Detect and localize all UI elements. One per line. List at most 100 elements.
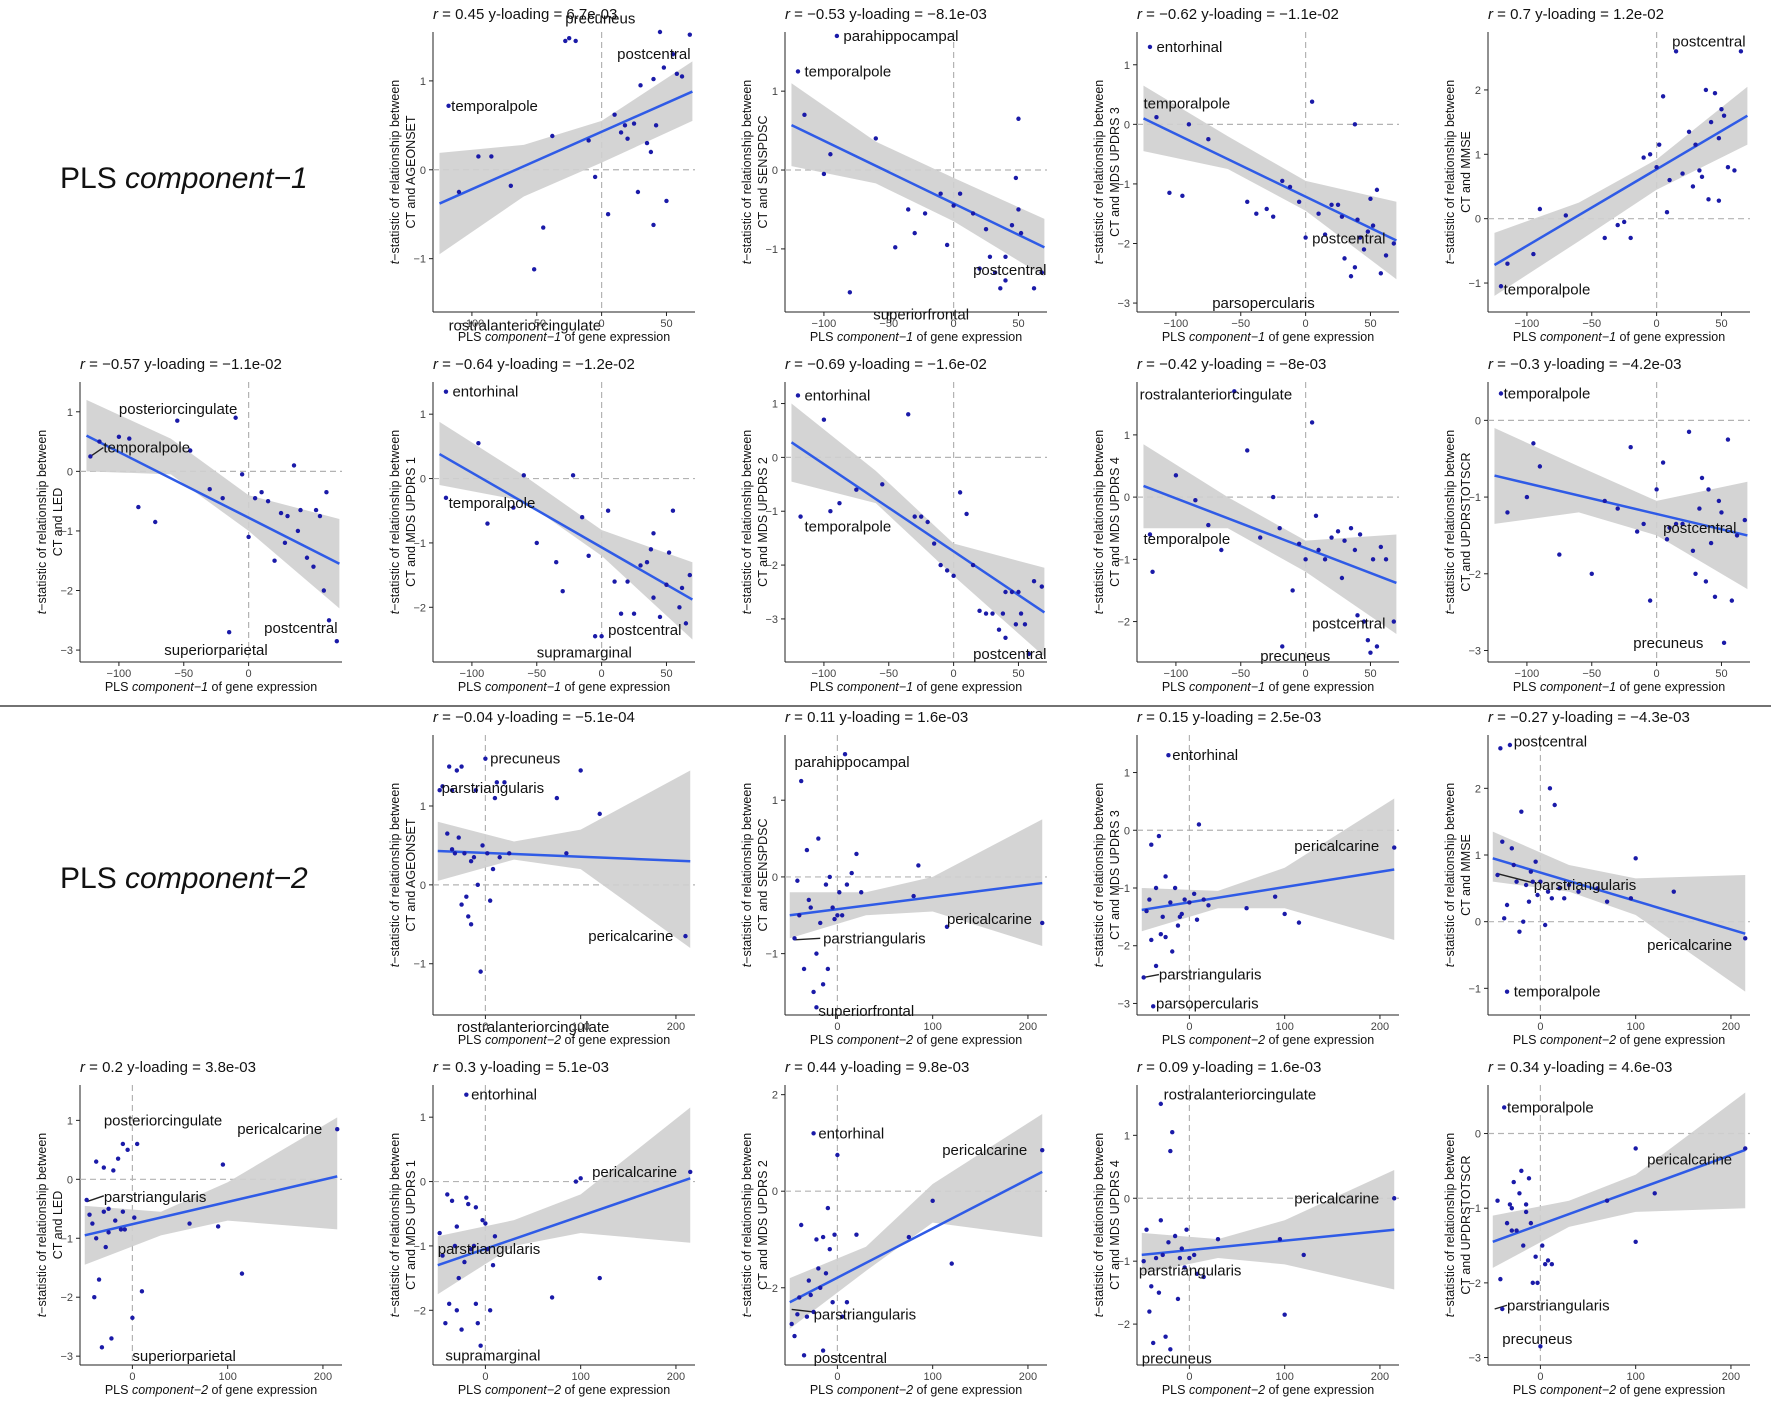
data-point: [1158, 931, 1164, 937]
r-value: = −0.64 y-loading = −1.2e-02: [438, 356, 635, 373]
x-tick-label: 0: [482, 1021, 488, 1033]
x-axis-label-pre: PLS: [458, 1383, 485, 1397]
data-point: [811, 989, 816, 995]
r-value: = −0.04 y-loading = −5.1e-04: [438, 709, 635, 726]
r-symbol: r: [433, 1059, 439, 1076]
x-tick-label: −50: [527, 668, 546, 680]
region-label: entorhinal: [452, 384, 518, 401]
data-point: [931, 541, 937, 546]
x-axis-label-component: component−2: [1540, 1033, 1616, 1047]
region-label: postcentral: [814, 1350, 887, 1367]
data-point: [922, 211, 928, 216]
data-point: [930, 1198, 935, 1204]
data-point: [1179, 1246, 1184, 1251]
data-point: [233, 415, 238, 420]
y-axis-label-1: t−statistic of relationship between: [740, 783, 754, 968]
data-point: [797, 913, 802, 918]
data-point: [1528, 1220, 1534, 1226]
region-label: temporalpole: [451, 98, 538, 115]
data-point: [443, 389, 449, 394]
y-axis-label-rest: −statistic of relationship between: [740, 783, 754, 964]
data-point: [1163, 1334, 1168, 1339]
r-symbol: r: [1488, 6, 1494, 23]
data-point: [246, 534, 251, 540]
data-point: [1530, 1280, 1535, 1286]
data-point: [683, 621, 689, 626]
x-tick-label: 200: [1722, 1371, 1740, 1383]
data-point: [1245, 448, 1250, 453]
region-label: postcentral: [973, 262, 1046, 279]
data-point: [1179, 911, 1184, 917]
y-axis-label-t: t: [1443, 610, 1457, 614]
data-point: [1495, 872, 1500, 878]
scatter-panel: r = −0.62 y-loading = −1.1e-02 entorhinal…: [1092, 6, 1399, 344]
data-point: [1498, 284, 1504, 289]
scatter-panel: r = 0.7 y-loading = 1.2e-02 postcentral te…: [1443, 6, 1750, 344]
x-axis-label: PLS component−2 of gene expression: [810, 1033, 1022, 1047]
data-point: [502, 780, 507, 785]
data-point: [101, 1209, 107, 1214]
x-tick-label: 0: [599, 318, 605, 330]
label-leader-line: [791, 1308, 814, 1313]
y-tick-label: −1: [413, 959, 426, 971]
data-point: [996, 627, 1002, 632]
data-point: [957, 490, 963, 495]
x-tick-label: 100: [1626, 1021, 1644, 1033]
data-point: [1150, 1004, 1156, 1009]
data-point: [531, 267, 537, 272]
x-tick-label: −100: [812, 668, 837, 680]
data-point: [1712, 90, 1718, 96]
data-point: [291, 463, 297, 468]
data-point: [220, 1162, 226, 1167]
data-point: [821, 417, 827, 422]
data-point: [827, 874, 832, 880]
data-point: [489, 154, 494, 159]
data-point: [1504, 989, 1510, 994]
data-point: [820, 982, 826, 987]
data-point: [1355, 217, 1360, 222]
data-point: [830, 905, 835, 910]
y-tick-label: 2: [772, 1090, 778, 1102]
y-axis-label-1: t−statistic of relationship between: [740, 1133, 754, 1318]
label-leader-line: [1143, 973, 1160, 979]
y-tick-label: 1: [772, 399, 778, 411]
data-point: [1563, 213, 1569, 218]
data-point: [476, 440, 481, 446]
data-point: [977, 266, 982, 271]
data-point: [578, 1176, 583, 1181]
data-point: [473, 1301, 479, 1307]
regression-line: [790, 123, 1045, 249]
data-point: [1147, 532, 1153, 537]
data-point: [1348, 274, 1354, 279]
data-point: [507, 851, 512, 856]
data-point: [1673, 49, 1679, 54]
data-point: [938, 562, 943, 568]
data-point: [1313, 513, 1319, 518]
y-axis-label-t: t: [740, 260, 754, 264]
r-symbol: r: [1137, 709, 1143, 726]
data-point: [1589, 571, 1594, 576]
r-value: = −0.3 y-loading = −4.2e-03: [1493, 356, 1681, 373]
y-axis-label-rest: −statistic of relationship between: [388, 80, 402, 261]
data-point: [1277, 1236, 1283, 1242]
data-point: [1511, 862, 1516, 868]
data-point: [622, 123, 628, 128]
x-axis-label: PLS component−2 of gene expression: [1513, 1033, 1725, 1047]
x-axis-label: PLS component−1 of gene expression: [105, 680, 317, 694]
data-point: [446, 764, 452, 769]
region-label: parsopercularis: [1156, 995, 1259, 1012]
scatter-panel: r = 0.15 y-loading = 2.5e-03 entorhinal pe…: [1092, 709, 1399, 1047]
y-axis-label-rest: −statistic of relationship between: [388, 1133, 402, 1314]
data-point: [1528, 869, 1534, 874]
data-point: [951, 203, 956, 208]
data-point: [820, 1348, 826, 1353]
data-point: [1500, 1306, 1505, 1312]
x-tick-label: 0: [129, 1371, 135, 1383]
data-point: [462, 1259, 467, 1265]
region-label: entorhinal: [471, 1087, 537, 1104]
y-tick-label: 0: [420, 880, 426, 892]
data-point: [687, 32, 693, 37]
data-point: [1175, 1296, 1181, 1302]
x-axis-label-post: of gene expression: [913, 1383, 1022, 1397]
